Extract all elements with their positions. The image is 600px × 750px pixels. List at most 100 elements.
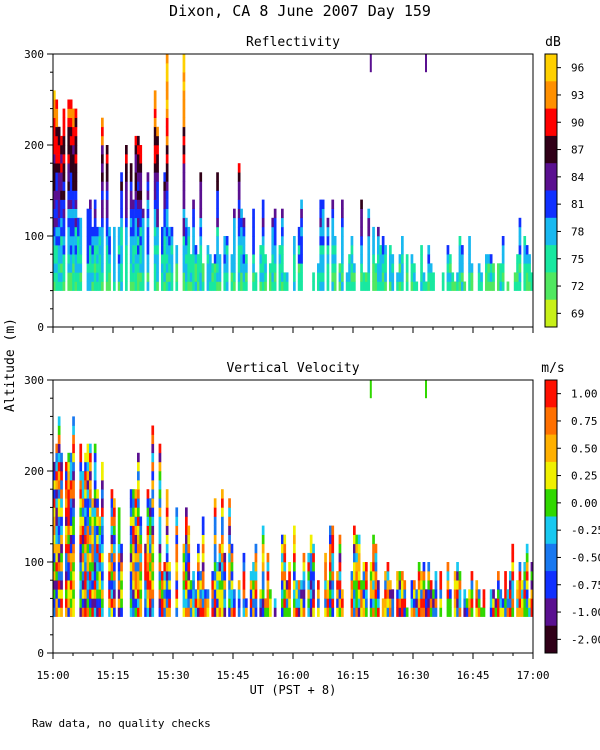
data-cell: [355, 571, 359, 581]
data-cell: [53, 217, 56, 228]
data-cell: [125, 217, 128, 228]
data-cell: [67, 525, 71, 535]
data-cell: [137, 145, 140, 155]
data-cell: [367, 272, 371, 282]
data-cell: [475, 598, 479, 608]
data-cell: [89, 281, 92, 291]
data-cell: [410, 589, 414, 599]
data-cell: [60, 263, 63, 273]
data-cell: [199, 598, 203, 608]
data-cell: [156, 181, 159, 191]
data-cell: [89, 607, 92, 617]
data-cell: [72, 108, 75, 118]
data-cell: [65, 598, 68, 608]
data-cell: [55, 172, 59, 182]
x-tick-label: 17:00: [516, 669, 549, 682]
data-cell: [192, 208, 195, 219]
data-cell: [89, 552, 92, 563]
data-cell: [69, 562, 73, 572]
data-cell: [60, 245, 63, 255]
data-cell: [261, 245, 265, 255]
data-cell: [134, 236, 138, 246]
data-cell: [53, 236, 56, 246]
data-cell: [81, 571, 85, 581]
data-cell: [137, 580, 140, 590]
data-cell: [317, 589, 320, 599]
data-cell: [312, 281, 315, 291]
data-cell: [120, 580, 123, 590]
data-cell: [165, 199, 169, 209]
data-cell: [108, 562, 111, 572]
data-cell: [353, 580, 356, 590]
data-cell: [153, 254, 157, 264]
data-cell: [141, 236, 145, 246]
data-cell: [300, 254, 303, 264]
data-cell: [477, 281, 481, 291]
data-cell: [79, 217, 83, 228]
data-cell: [206, 263, 210, 273]
data-cell: [91, 263, 95, 273]
data-cell: [446, 281, 450, 291]
data-cell: [185, 281, 188, 291]
data-cell: [353, 272, 356, 282]
data-cell: [96, 498, 99, 508]
data-cell: [105, 281, 109, 291]
data-cell: [129, 254, 133, 264]
data-cell: [62, 163, 66, 173]
data-cell: [415, 607, 419, 617]
data-cell: [105, 208, 109, 219]
data-cell: [129, 589, 133, 599]
data-cell: [266, 580, 270, 590]
data-cell: [79, 443, 83, 454]
data-cell: [187, 543, 191, 554]
data-cell: [53, 154, 56, 164]
data-cell: [98, 226, 102, 237]
data-cell: [110, 543, 114, 554]
data-cell: [89, 543, 92, 554]
data-cell: [72, 154, 75, 164]
data-cell: [297, 589, 301, 599]
data-cell: [516, 580, 519, 590]
data-cell: [132, 562, 135, 572]
data-cell: [518, 580, 522, 590]
data-cell: [331, 543, 335, 554]
data-cell: [271, 217, 275, 228]
data-cell: [129, 607, 133, 617]
data-cell: [60, 525, 63, 535]
data-cell: [374, 571, 378, 581]
data-cell: [197, 272, 200, 282]
data-cell: [201, 516, 205, 526]
data-cell: [281, 245, 284, 255]
data-cell: [521, 580, 524, 590]
data-cell: [271, 236, 275, 246]
data-cell: [60, 598, 63, 608]
data-cell: [197, 281, 200, 291]
data-cell: [170, 254, 174, 264]
data-cell: [463, 598, 467, 608]
data-cell: [261, 199, 265, 209]
data-cell: [125, 145, 128, 155]
data-cell: [269, 607, 272, 617]
data-cell: [523, 598, 527, 608]
data-cell: [137, 263, 140, 273]
data-cell: [192, 199, 195, 209]
data-cell: [259, 263, 263, 273]
data-cell: [367, 236, 371, 246]
data-cell: [281, 236, 284, 246]
data-cell: [221, 525, 224, 535]
data-cell: [175, 516, 179, 526]
data-cell: [84, 607, 87, 617]
data-cell: [149, 525, 152, 535]
data-cell: [525, 263, 529, 273]
y-tick-label: 100: [24, 230, 44, 243]
data-cell: [218, 254, 222, 264]
data-cell: [53, 507, 56, 517]
data-cell: [156, 281, 159, 291]
data-cell: [192, 607, 195, 617]
data-cell: [439, 571, 443, 581]
data-cell: [302, 589, 306, 599]
data-cell: [110, 534, 114, 545]
data-cell: [453, 281, 457, 291]
data-cell: [113, 534, 116, 545]
data-cell: [57, 525, 61, 535]
